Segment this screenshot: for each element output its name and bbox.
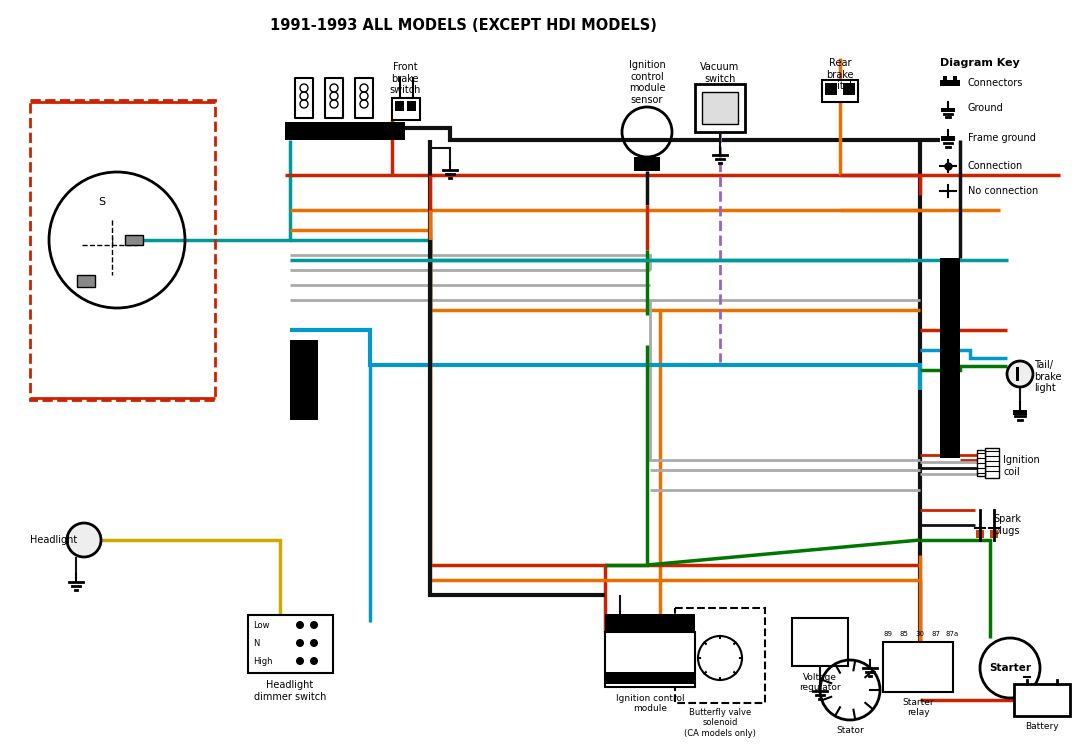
Bar bbox=[940, 258, 960, 458]
Text: 1991-1993 ALL MODELS (EXCEPT HDI MODELS): 1991-1993 ALL MODELS (EXCEPT HDI MODELS) bbox=[270, 18, 657, 33]
Text: Diagram Key: Diagram Key bbox=[940, 58, 1020, 68]
Bar bbox=[77, 275, 95, 287]
Bar bbox=[953, 76, 957, 80]
Bar bbox=[392, 98, 420, 120]
Bar bbox=[285, 122, 405, 140]
Text: Vacuum
switch: Vacuum switch bbox=[700, 62, 739, 84]
Text: 85: 85 bbox=[900, 631, 909, 637]
Text: Butterfly valve
solenoid
(CA models only): Butterfly valve solenoid (CA models only… bbox=[684, 708, 756, 738]
Bar bbox=[290, 340, 318, 420]
Bar bbox=[605, 632, 695, 687]
Text: Battery: Battery bbox=[1025, 722, 1058, 731]
Bar bbox=[634, 157, 660, 171]
Text: 89: 89 bbox=[884, 631, 892, 637]
Text: Starter
relay: Starter relay bbox=[902, 698, 933, 717]
Text: Frame ground: Frame ground bbox=[968, 133, 1036, 143]
Text: Starter: Starter bbox=[989, 663, 1032, 673]
Circle shape bbox=[310, 639, 318, 647]
Text: B: B bbox=[88, 275, 96, 285]
Bar bbox=[976, 530, 984, 538]
Text: High: High bbox=[252, 657, 273, 666]
Bar bbox=[792, 618, 848, 666]
Bar bbox=[702, 92, 738, 124]
Circle shape bbox=[296, 657, 304, 665]
Text: Rear
brake
switch: Rear brake switch bbox=[824, 58, 856, 91]
Text: Connectors: Connectors bbox=[968, 78, 1023, 88]
Bar bbox=[940, 80, 960, 86]
Bar bbox=[675, 608, 765, 703]
Circle shape bbox=[1007, 361, 1033, 387]
Circle shape bbox=[980, 638, 1040, 698]
Bar bbox=[295, 78, 313, 118]
Text: No connection: No connection bbox=[968, 186, 1038, 196]
Text: S: S bbox=[98, 197, 106, 207]
Bar bbox=[985, 448, 999, 478]
Circle shape bbox=[296, 639, 304, 647]
Bar bbox=[325, 78, 343, 118]
Bar bbox=[941, 108, 955, 112]
Bar bbox=[843, 83, 855, 95]
Text: Spark
plugs: Spark plugs bbox=[993, 514, 1021, 536]
Text: Ignition control
module: Ignition control module bbox=[616, 694, 684, 714]
Text: I: I bbox=[110, 237, 113, 247]
Circle shape bbox=[310, 621, 318, 629]
Bar bbox=[30, 100, 215, 400]
Bar bbox=[883, 642, 953, 692]
Text: Front
brake
switch: Front brake switch bbox=[390, 62, 421, 95]
Circle shape bbox=[310, 657, 318, 665]
Circle shape bbox=[67, 523, 101, 557]
Circle shape bbox=[296, 621, 304, 629]
Bar bbox=[695, 84, 745, 132]
Text: Ignition
coil: Ignition coil bbox=[1003, 456, 1040, 476]
Bar bbox=[407, 101, 416, 111]
Bar bbox=[355, 78, 373, 118]
Bar bbox=[943, 76, 947, 80]
Text: 87a: 87a bbox=[945, 631, 958, 637]
Bar bbox=[822, 80, 858, 102]
Bar bbox=[941, 136, 955, 141]
Bar bbox=[395, 101, 404, 111]
Text: Headlight: Headlight bbox=[30, 535, 78, 545]
Text: 30: 30 bbox=[915, 631, 925, 637]
Text: Ignition
control
module
sensor: Ignition control module sensor bbox=[629, 60, 666, 105]
Text: Headlight
dimmer switch: Headlight dimmer switch bbox=[254, 680, 326, 702]
Text: N: N bbox=[252, 639, 259, 648]
Bar bbox=[605, 672, 695, 684]
Bar bbox=[248, 615, 333, 673]
Bar bbox=[1016, 367, 1019, 381]
Text: Tail/
brake
light: Tail/ brake light bbox=[1034, 360, 1062, 393]
Bar bbox=[68, 534, 84, 546]
Bar bbox=[991, 530, 998, 538]
Text: Connection: Connection bbox=[968, 161, 1023, 171]
Bar bbox=[1013, 410, 1027, 415]
Bar bbox=[125, 235, 144, 245]
Text: Stator: Stator bbox=[836, 726, 864, 735]
Text: 87: 87 bbox=[931, 631, 941, 637]
Bar bbox=[825, 83, 837, 95]
Bar bbox=[976, 450, 985, 476]
Text: Low: Low bbox=[252, 621, 270, 630]
Bar bbox=[1014, 684, 1070, 716]
Text: Voltage
regulator: Voltage regulator bbox=[800, 673, 841, 693]
Text: Ground: Ground bbox=[968, 103, 1003, 113]
Bar bbox=[605, 614, 695, 632]
